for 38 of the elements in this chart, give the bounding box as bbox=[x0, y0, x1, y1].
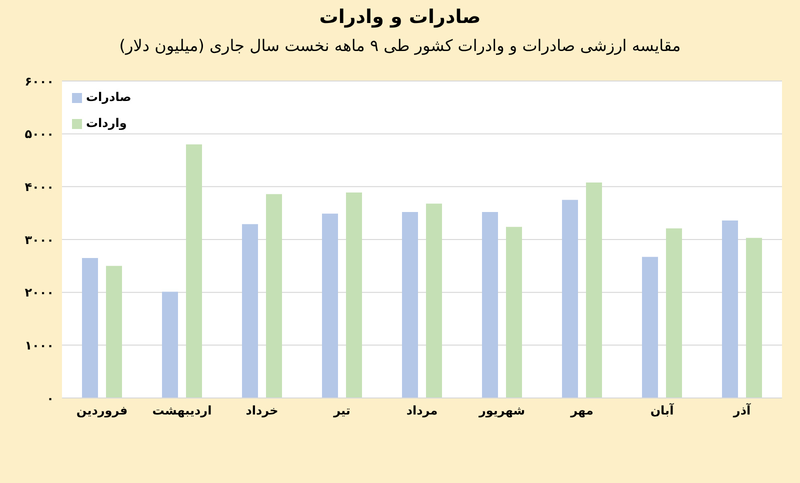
bar bbox=[506, 226, 522, 398]
bar bbox=[82, 258, 98, 398]
bar bbox=[346, 192, 362, 398]
chart-title: صادرات و وادرات bbox=[318, 6, 482, 28]
bar bbox=[186, 144, 202, 398]
bar bbox=[266, 194, 282, 398]
bar bbox=[162, 292, 178, 398]
x-tick-label: اردیبهشت bbox=[152, 404, 212, 418]
x-tick-label: شهریور bbox=[478, 404, 526, 418]
bar bbox=[722, 220, 738, 398]
bar bbox=[586, 182, 602, 398]
chart-subtitle: مقایسه ارزشی صادرات و وادرات کشور طی ۹ ماهه نخست سال جاری (میلیون دلار) bbox=[118, 36, 682, 55]
legend-label: صادرات bbox=[86, 90, 132, 104]
bar bbox=[562, 200, 578, 398]
bar bbox=[746, 238, 762, 398]
legend-label: واردات bbox=[86, 116, 127, 130]
x-tick-label: آذر bbox=[732, 402, 752, 418]
bar bbox=[482, 212, 498, 398]
y-tick-label: ۳۰۰۰ bbox=[24, 232, 54, 247]
bar bbox=[642, 256, 658, 398]
y-tick-label: ۵۰۰۰ bbox=[24, 127, 54, 142]
bar bbox=[322, 214, 338, 398]
x-tick-label: خرداد bbox=[246, 404, 278, 418]
x-tick-label: آبان bbox=[650, 402, 675, 418]
x-tick-label: مهر bbox=[570, 404, 594, 418]
y-tick-label: ۱۰۰۰ bbox=[24, 338, 54, 352]
x-tick-label: تیر bbox=[332, 404, 350, 418]
y-tick-label: ۶۰۰۰ bbox=[24, 74, 54, 88]
bar bbox=[402, 212, 418, 398]
bar bbox=[242, 224, 258, 398]
y-tick-label: ۰ bbox=[46, 391, 54, 406]
y-tick-label: ۴۰۰۰ bbox=[24, 180, 54, 194]
x-tick-label: فروردین bbox=[76, 404, 128, 418]
bar bbox=[666, 228, 682, 398]
x-tick-label: مرداد bbox=[406, 404, 438, 418]
bar bbox=[106, 266, 122, 398]
y-tick-label: ۲۰۰۰ bbox=[24, 286, 54, 300]
bar bbox=[426, 204, 442, 398]
